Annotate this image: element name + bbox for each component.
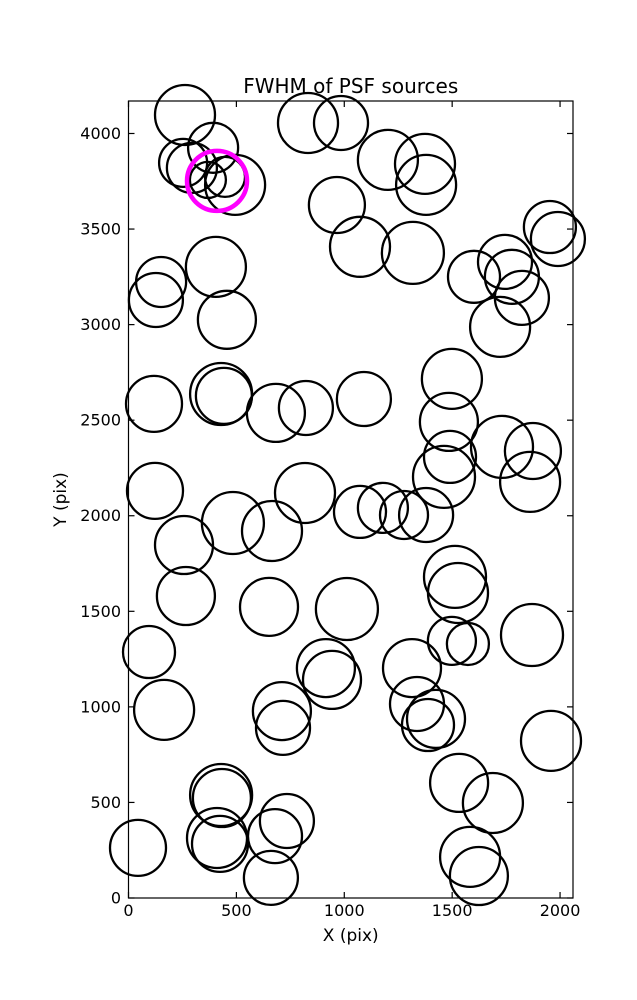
psf-source-circle bbox=[124, 374, 184, 434]
psf-source-circle bbox=[276, 91, 340, 155]
y-tick-label: 2000 bbox=[80, 506, 121, 525]
psf-source-circle bbox=[469, 414, 535, 480]
psf-source-circle bbox=[498, 450, 562, 514]
y-tick-label: 1000 bbox=[80, 697, 121, 716]
psf-source-circle bbox=[121, 624, 177, 680]
psf-source-circle bbox=[190, 814, 250, 874]
psf-source-circle bbox=[426, 561, 490, 625]
psf-source-circle bbox=[483, 248, 541, 305]
psf-source-circle bbox=[426, 615, 478, 667]
psf-source-circle bbox=[155, 565, 217, 627]
psf-source-circle bbox=[461, 771, 525, 835]
psf-source-circle bbox=[381, 637, 443, 699]
psf-source-circle bbox=[314, 576, 380, 642]
psf-sources-layer bbox=[108, 83, 587, 907]
psf-source-circle bbox=[356, 128, 420, 192]
psf-source-circle bbox=[242, 849, 300, 907]
psf-source-circle bbox=[476, 233, 534, 291]
y-tick-label: 2500 bbox=[80, 411, 121, 430]
psf-source-circle bbox=[328, 215, 392, 278]
psf-source-circle bbox=[153, 514, 215, 576]
psf-source-circle bbox=[428, 752, 490, 814]
psf-source-circle bbox=[191, 767, 253, 829]
x-tick-label: 1500 bbox=[432, 901, 473, 920]
psf-source-circle bbox=[519, 709, 583, 773]
psf-source-circle bbox=[273, 461, 337, 525]
psf-source-circle bbox=[394, 153, 458, 217]
psf-source-circle bbox=[277, 379, 335, 437]
psf-source-circle bbox=[503, 421, 563, 481]
psf-source-circle bbox=[422, 429, 478, 485]
psf-source-circle bbox=[153, 83, 217, 147]
psf-source-circle bbox=[312, 94, 370, 152]
psf-source-circle bbox=[132, 678, 196, 742]
psf-source-circle bbox=[393, 132, 457, 196]
psf-source-circle bbox=[251, 680, 313, 742]
x-tick-label: 0 bbox=[123, 901, 133, 920]
y-tick-label: 4000 bbox=[80, 124, 121, 143]
highlighted-source-layer bbox=[184, 148, 250, 214]
psf-source-circle bbox=[378, 489, 430, 541]
psf-source-circle bbox=[165, 141, 219, 195]
axes-layer bbox=[127, 100, 574, 899]
psf-source-circle bbox=[446, 249, 502, 304]
x-axis-label: X (pix) bbox=[323, 926, 379, 946]
psf-source-circle bbox=[245, 382, 307, 444]
psf-source-circle bbox=[134, 255, 188, 309]
psf-source-circle bbox=[380, 220, 446, 286]
y-tick-label: 500 bbox=[90, 793, 121, 812]
psf-source-circle bbox=[125, 461, 185, 521]
psf-source-circle bbox=[448, 845, 510, 907]
psf-source-circle bbox=[522, 199, 578, 255]
x-tick-label: 1000 bbox=[324, 901, 365, 920]
psf-source-circle bbox=[301, 649, 363, 711]
y-tick-label: 1500 bbox=[80, 602, 121, 621]
psf-source-circle bbox=[200, 490, 266, 556]
psf-source-circle bbox=[258, 792, 316, 850]
psf-source-circle bbox=[196, 289, 258, 350]
y-tick-label: 0 bbox=[111, 889, 121, 908]
psf-source-circle bbox=[397, 486, 455, 544]
psf-source-circle bbox=[468, 295, 532, 359]
psf-source-circle bbox=[186, 121, 240, 174]
psf-source-circle bbox=[127, 271, 185, 329]
chart-title: FWHM of PSF sources bbox=[243, 74, 458, 98]
psf-source-circle bbox=[254, 699, 312, 757]
psf-source-circle bbox=[240, 499, 304, 563]
psf-source-circle bbox=[356, 481, 410, 535]
x-tick-label: 2000 bbox=[540, 901, 581, 920]
y-axis-label: Y (pix) bbox=[51, 472, 71, 528]
psf-source-circle bbox=[184, 235, 248, 299]
plot-border bbox=[127, 100, 574, 899]
psf-source-circle bbox=[420, 347, 484, 411]
psf-source-circle bbox=[194, 366, 254, 426]
tick-labels-layer: 0 500 1000 1500 2000 0 500 1000 1500 2000 2500 3000… bbox=[80, 124, 580, 920]
psf-source-circle bbox=[405, 688, 467, 750]
psf-source-circle bbox=[418, 391, 480, 453]
psf-source-circle bbox=[499, 602, 565, 668]
psf-source-circle bbox=[445, 621, 491, 667]
psf-source-circle bbox=[422, 544, 488, 610]
psf-source-circle bbox=[529, 210, 587, 268]
psf-source-circle bbox=[411, 444, 477, 510]
y-tick-label: 3500 bbox=[80, 220, 121, 239]
psf-source-circle bbox=[335, 370, 393, 428]
psf-source-circle bbox=[388, 675, 446, 733]
psf-source-circle bbox=[238, 576, 300, 638]
psf-source-circle bbox=[246, 807, 304, 865]
highlighted-psf-source-circle bbox=[184, 148, 250, 214]
psf-source-circle bbox=[332, 484, 388, 540]
psf-source-circle bbox=[400, 697, 456, 753]
psf-source-circle bbox=[307, 175, 367, 235]
psf-source-circle bbox=[108, 818, 168, 878]
psf-source-circle bbox=[295, 637, 357, 699]
y-tick-label: 3000 bbox=[80, 315, 121, 334]
x-tick-label: 500 bbox=[221, 901, 252, 920]
